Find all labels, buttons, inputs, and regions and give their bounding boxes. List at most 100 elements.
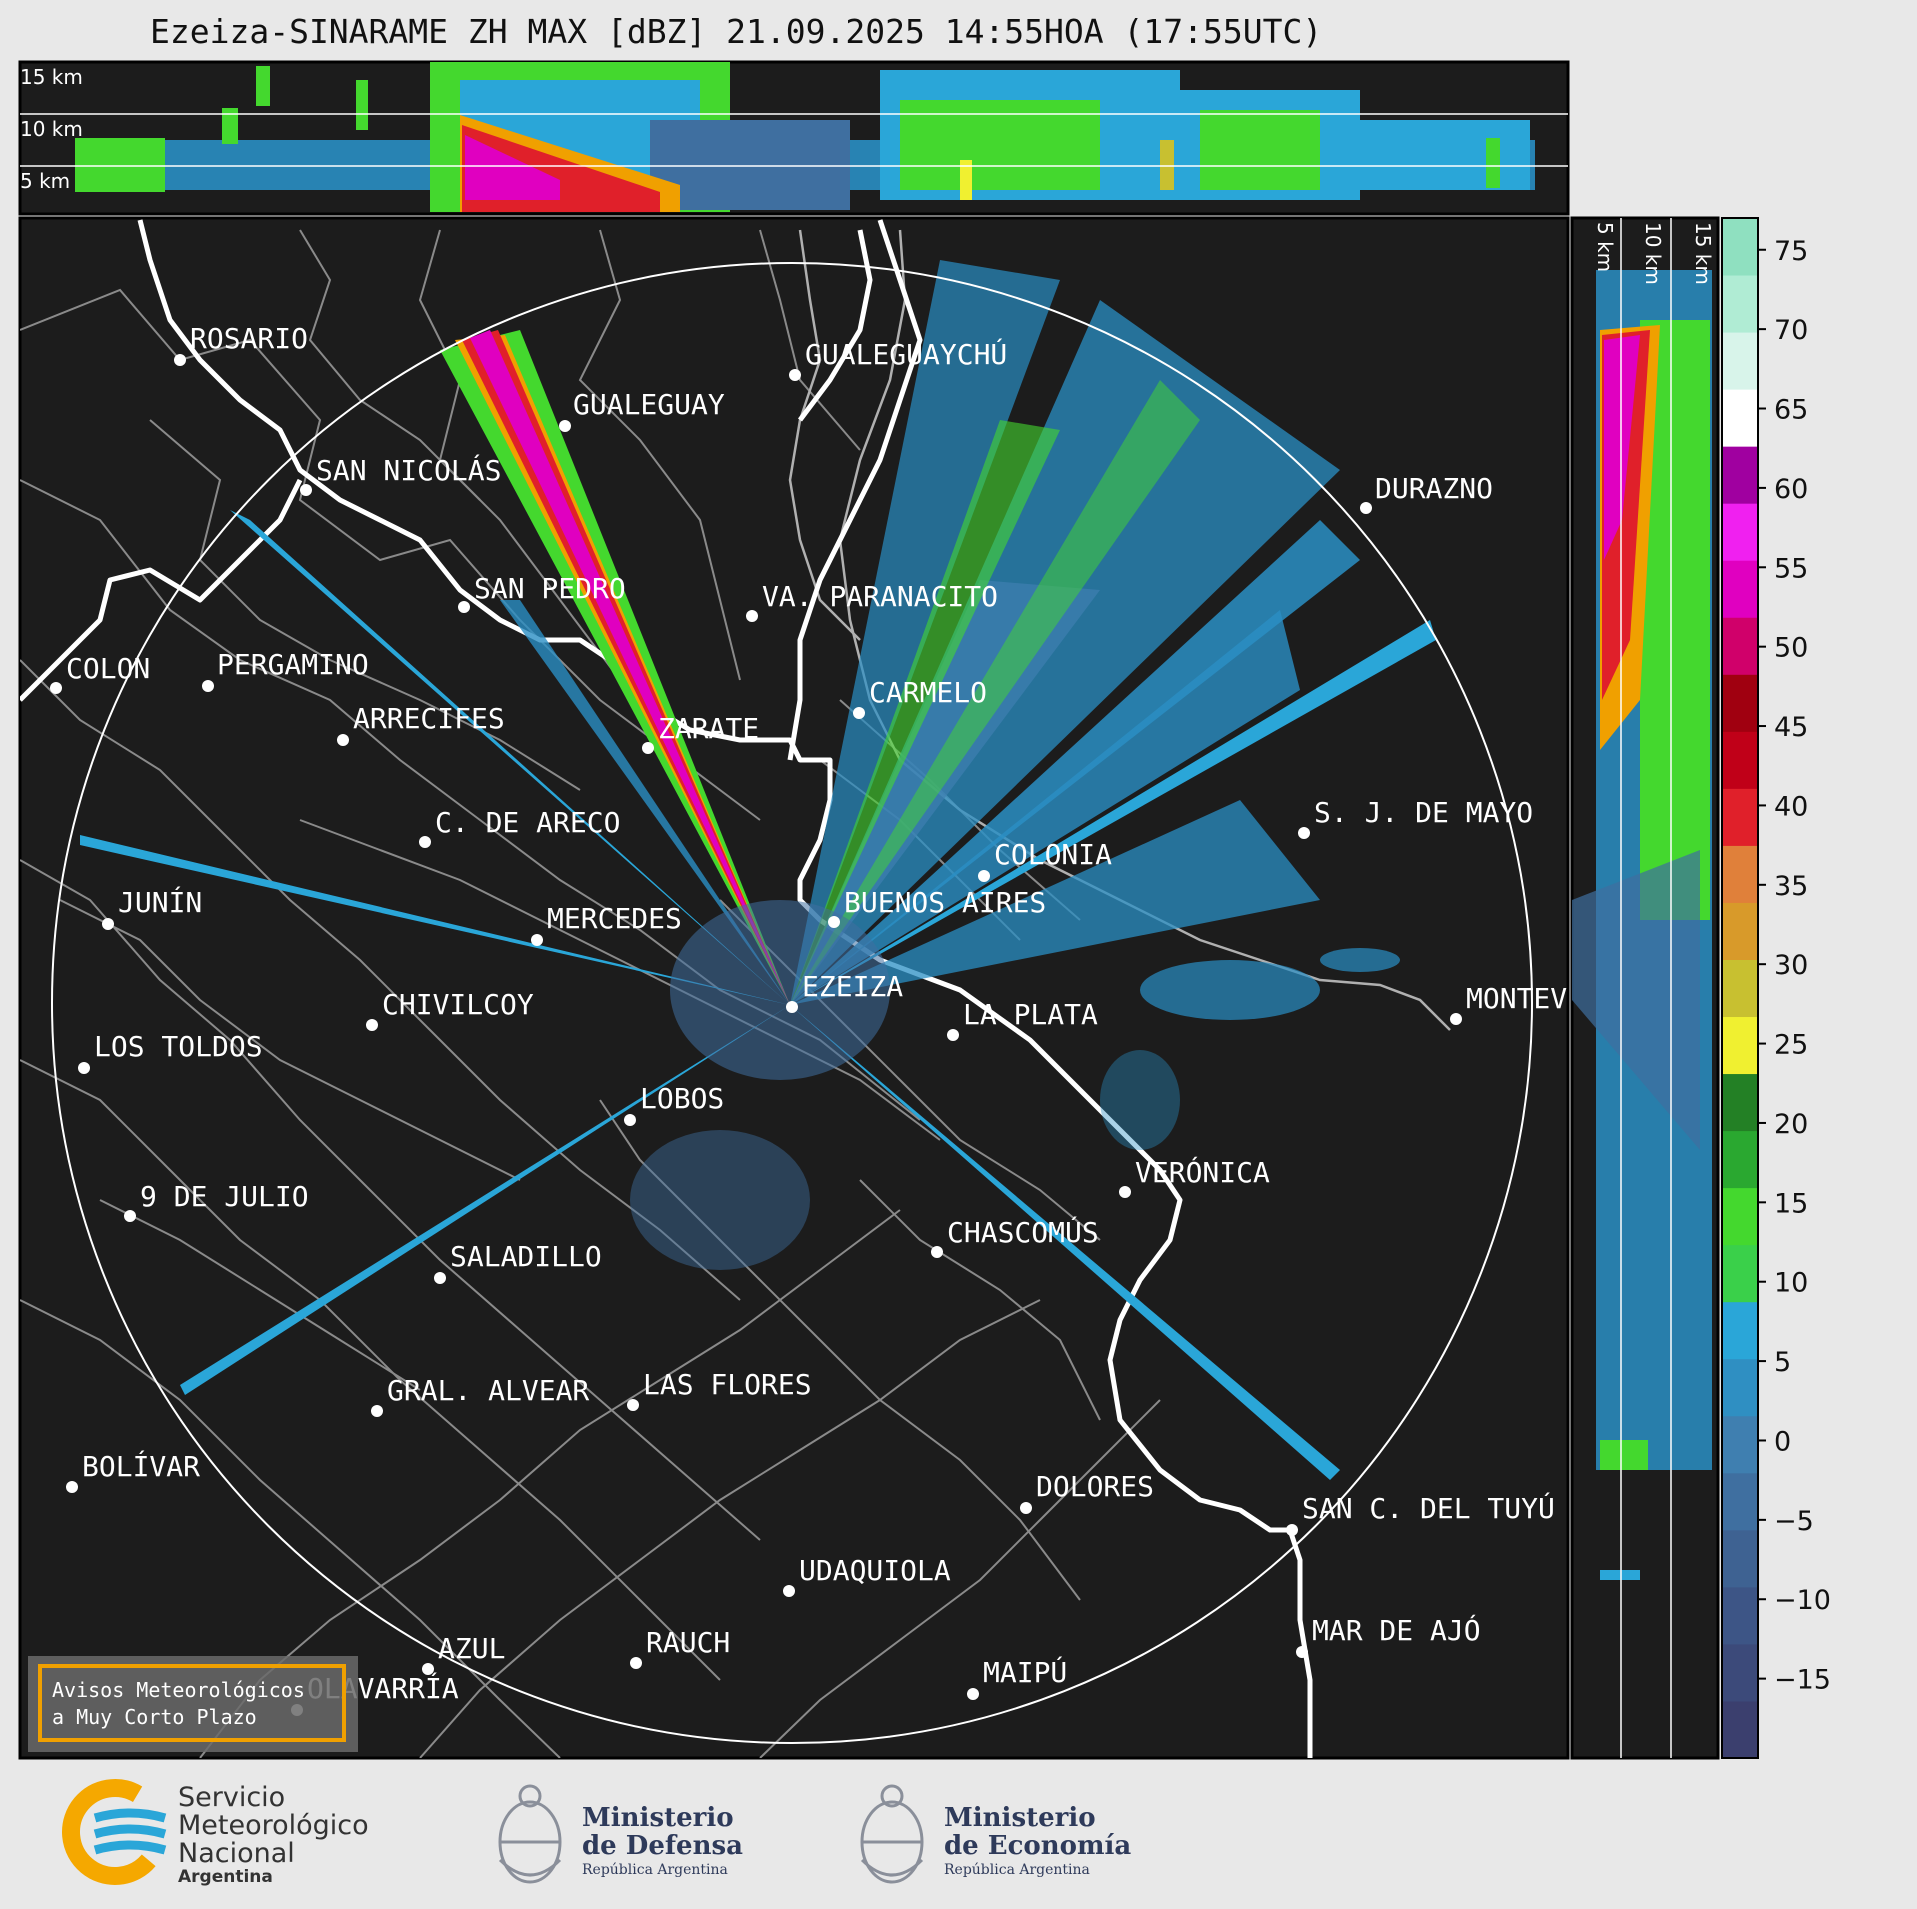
city-label-azul: AZUL	[438, 1632, 505, 1665]
top-height-label-10: 10 km	[20, 117, 83, 141]
ministerio-economia-logo: Ministerio de Economía República Argenti…	[860, 1784, 1131, 1884]
city-label-gral-alvear: GRAL. ALVEAR	[387, 1374, 589, 1407]
economia-line2: de Economía	[944, 1831, 1131, 1861]
economia-line1: Ministerio	[944, 1803, 1096, 1833]
city-label-la-plata: LA PLATA	[963, 998, 1098, 1031]
city-label-mercedes: MERCEDES	[547, 902, 682, 935]
city-label-san-c-del-tuyu: SAN C. DEL TUYÚ	[1302, 1491, 1555, 1525]
city-label-maipu: MAIPÚ	[983, 1655, 1067, 1689]
colorbar-tick-label: 30	[1774, 950, 1808, 981]
city-label-pergamino: PERGAMINO	[217, 648, 369, 681]
smn-line2: Meteorológico	[178, 1810, 369, 1841]
ministerio-defensa-logo: Ministerio de Defensa República Argentin…	[498, 1784, 743, 1884]
colorbar-tick-label: 50	[1774, 633, 1808, 664]
colorbar-swatch	[1722, 959, 1758, 1018]
colorbar-swatch	[1722, 1073, 1758, 1132]
colorbar-swatch	[1722, 1472, 1758, 1531]
colorbar-swatch	[1722, 674, 1758, 732]
colorbar-tick-label: −15	[1774, 1665, 1831, 1696]
city-label-mar-de-ajo: MAR DE AJÓ	[1312, 1613, 1481, 1647]
city-label-arrecifes: ARRECIFES	[353, 702, 505, 735]
city-label-colon: COLON	[66, 652, 150, 685]
smn-line1: Servicio	[178, 1782, 285, 1813]
colorbar-tick-label: −5	[1774, 1506, 1814, 1537]
city-label-lobos: LOBOS	[640, 1082, 724, 1115]
colorbar-swatch	[1722, 1700, 1758, 1759]
smn-line4: Argentina	[178, 1867, 273, 1887]
footer-logos: Servicio Meteorológico Nacional Argentin…	[62, 1779, 1131, 1887]
colorbar-swatch	[1722, 788, 1758, 846]
colorbar-tick-label: −10	[1774, 1585, 1831, 1616]
colorbar-swatches	[1722, 218, 1758, 1759]
defensa-line1: Ministerio	[582, 1803, 734, 1833]
colorbar-tick-label: 55	[1774, 553, 1808, 584]
colorbar-swatch	[1722, 902, 1758, 960]
city-label-bolivar: BOLÍVAR	[82, 1449, 200, 1483]
radar-echoes	[80, 260, 1436, 1480]
colorbar-swatch	[1722, 845, 1758, 903]
city-label-rosario: ROSARIO	[190, 322, 308, 355]
colorbar-swatch	[1722, 560, 1758, 618]
colorbar-swatch	[1722, 1244, 1758, 1303]
page-title: Ezeiza-SINARAME ZH MAX [dBZ] 21.09.2025 …	[150, 12, 1323, 51]
colorbar-swatch	[1722, 1301, 1758, 1360]
colorbar-swatch	[1722, 1643, 1758, 1702]
colorbar-tick-label: 20	[1774, 1109, 1808, 1140]
colorbar-swatch	[1722, 1016, 1758, 1075]
city-label-los-toldos: LOS TOLDOS	[94, 1030, 263, 1063]
city-label-san-nicolas: SAN NICOLÁS	[316, 453, 501, 487]
colorbar-swatch	[1722, 332, 1758, 390]
colorbar-swatch	[1722, 1187, 1758, 1246]
colorbar-swatch	[1722, 731, 1758, 789]
warning-box-line1: Avisos Meteorológicos	[52, 1678, 305, 1702]
smn-line3: Nacional	[178, 1838, 295, 1869]
defensa-line3: República Argentina	[582, 1862, 728, 1878]
range-circle	[51, 262, 1533, 1744]
city-label-junin: JUNÍN	[118, 885, 202, 919]
colorbar-swatch	[1722, 389, 1758, 447]
city-label-las-flores: LAS FLORES	[643, 1368, 812, 1401]
top-profile-echoes	[75, 62, 1535, 212]
warning-box-line2: a Muy Corto Plazo	[52, 1705, 257, 1729]
warning-box: Avisos Meteorológicos a Muy Corto Plazo	[28, 1656, 358, 1752]
colorbar-swatch	[1722, 1586, 1758, 1645]
colorbar-tick-label: 60	[1774, 474, 1808, 505]
top-height-profile: 15 km 10 km 5 km	[18, 60, 1570, 216]
city-label-saladillo: SALADILLO	[450, 1240, 602, 1273]
colorbar-tick-label: 70	[1774, 315, 1808, 346]
colorbar-swatch	[1722, 1529, 1758, 1588]
city-label-carmelo: CARMELO	[869, 676, 987, 709]
city-label-colonia: COLONIA	[994, 838, 1112, 871]
city-label-san-pedro: SAN PEDRO	[474, 572, 626, 605]
smn-logo-icon	[62, 1779, 168, 1885]
colorbar-tick-label: 40	[1774, 791, 1808, 822]
city-label-udaquiola: UDAQUIOLA	[799, 1554, 951, 1587]
colorbar-swatch	[1722, 218, 1758, 276]
city-label-c-de-areco: C. DE ARECO	[435, 806, 620, 839]
colorbar-swatch	[1722, 503, 1758, 561]
department-boundaries	[20, 229, 1161, 1758]
right-profile-echoes	[1572, 270, 1712, 1580]
colorbar-swatch	[1722, 617, 1758, 675]
colorbar-tick-label: 10	[1774, 1268, 1808, 1299]
city-label-chascomus: CHASCOMÚS	[947, 1215, 1099, 1249]
colorbar-tick-label: 15	[1774, 1188, 1808, 1219]
city-label-va-paranacito: VA. PARANACITO	[762, 580, 998, 613]
right-height-profile: 5 km 10 km 15 km	[1570, 216, 1720, 1760]
colorbar-tick-label: 75	[1774, 236, 1808, 267]
city-label-rauch: RAUCH	[646, 1626, 730, 1659]
top-height-label-15: 15 km	[20, 65, 83, 89]
city-label-s-j-de-mayo: S. J. DE MAYO	[1314, 796, 1533, 829]
city-label-durazno: DURAZNO	[1375, 472, 1493, 505]
colorbar-swatch	[1722, 446, 1758, 504]
city-label-zarate: ZARATE	[658, 712, 759, 745]
top-height-label-5: 5 km	[20, 169, 70, 193]
coastline	[20, 219, 1313, 1758]
city-label-veronica: VERÓNICA	[1135, 1155, 1270, 1189]
colorbar-tick-label: 35	[1774, 871, 1808, 902]
radar-map: ROSARIO GUALEGUAYCHÚ GUALEGUAY SAN NICOL…	[18, 216, 1570, 1760]
colorbar-swatch	[1722, 1415, 1758, 1474]
city-label-dolores: DOLORES	[1036, 1470, 1154, 1503]
